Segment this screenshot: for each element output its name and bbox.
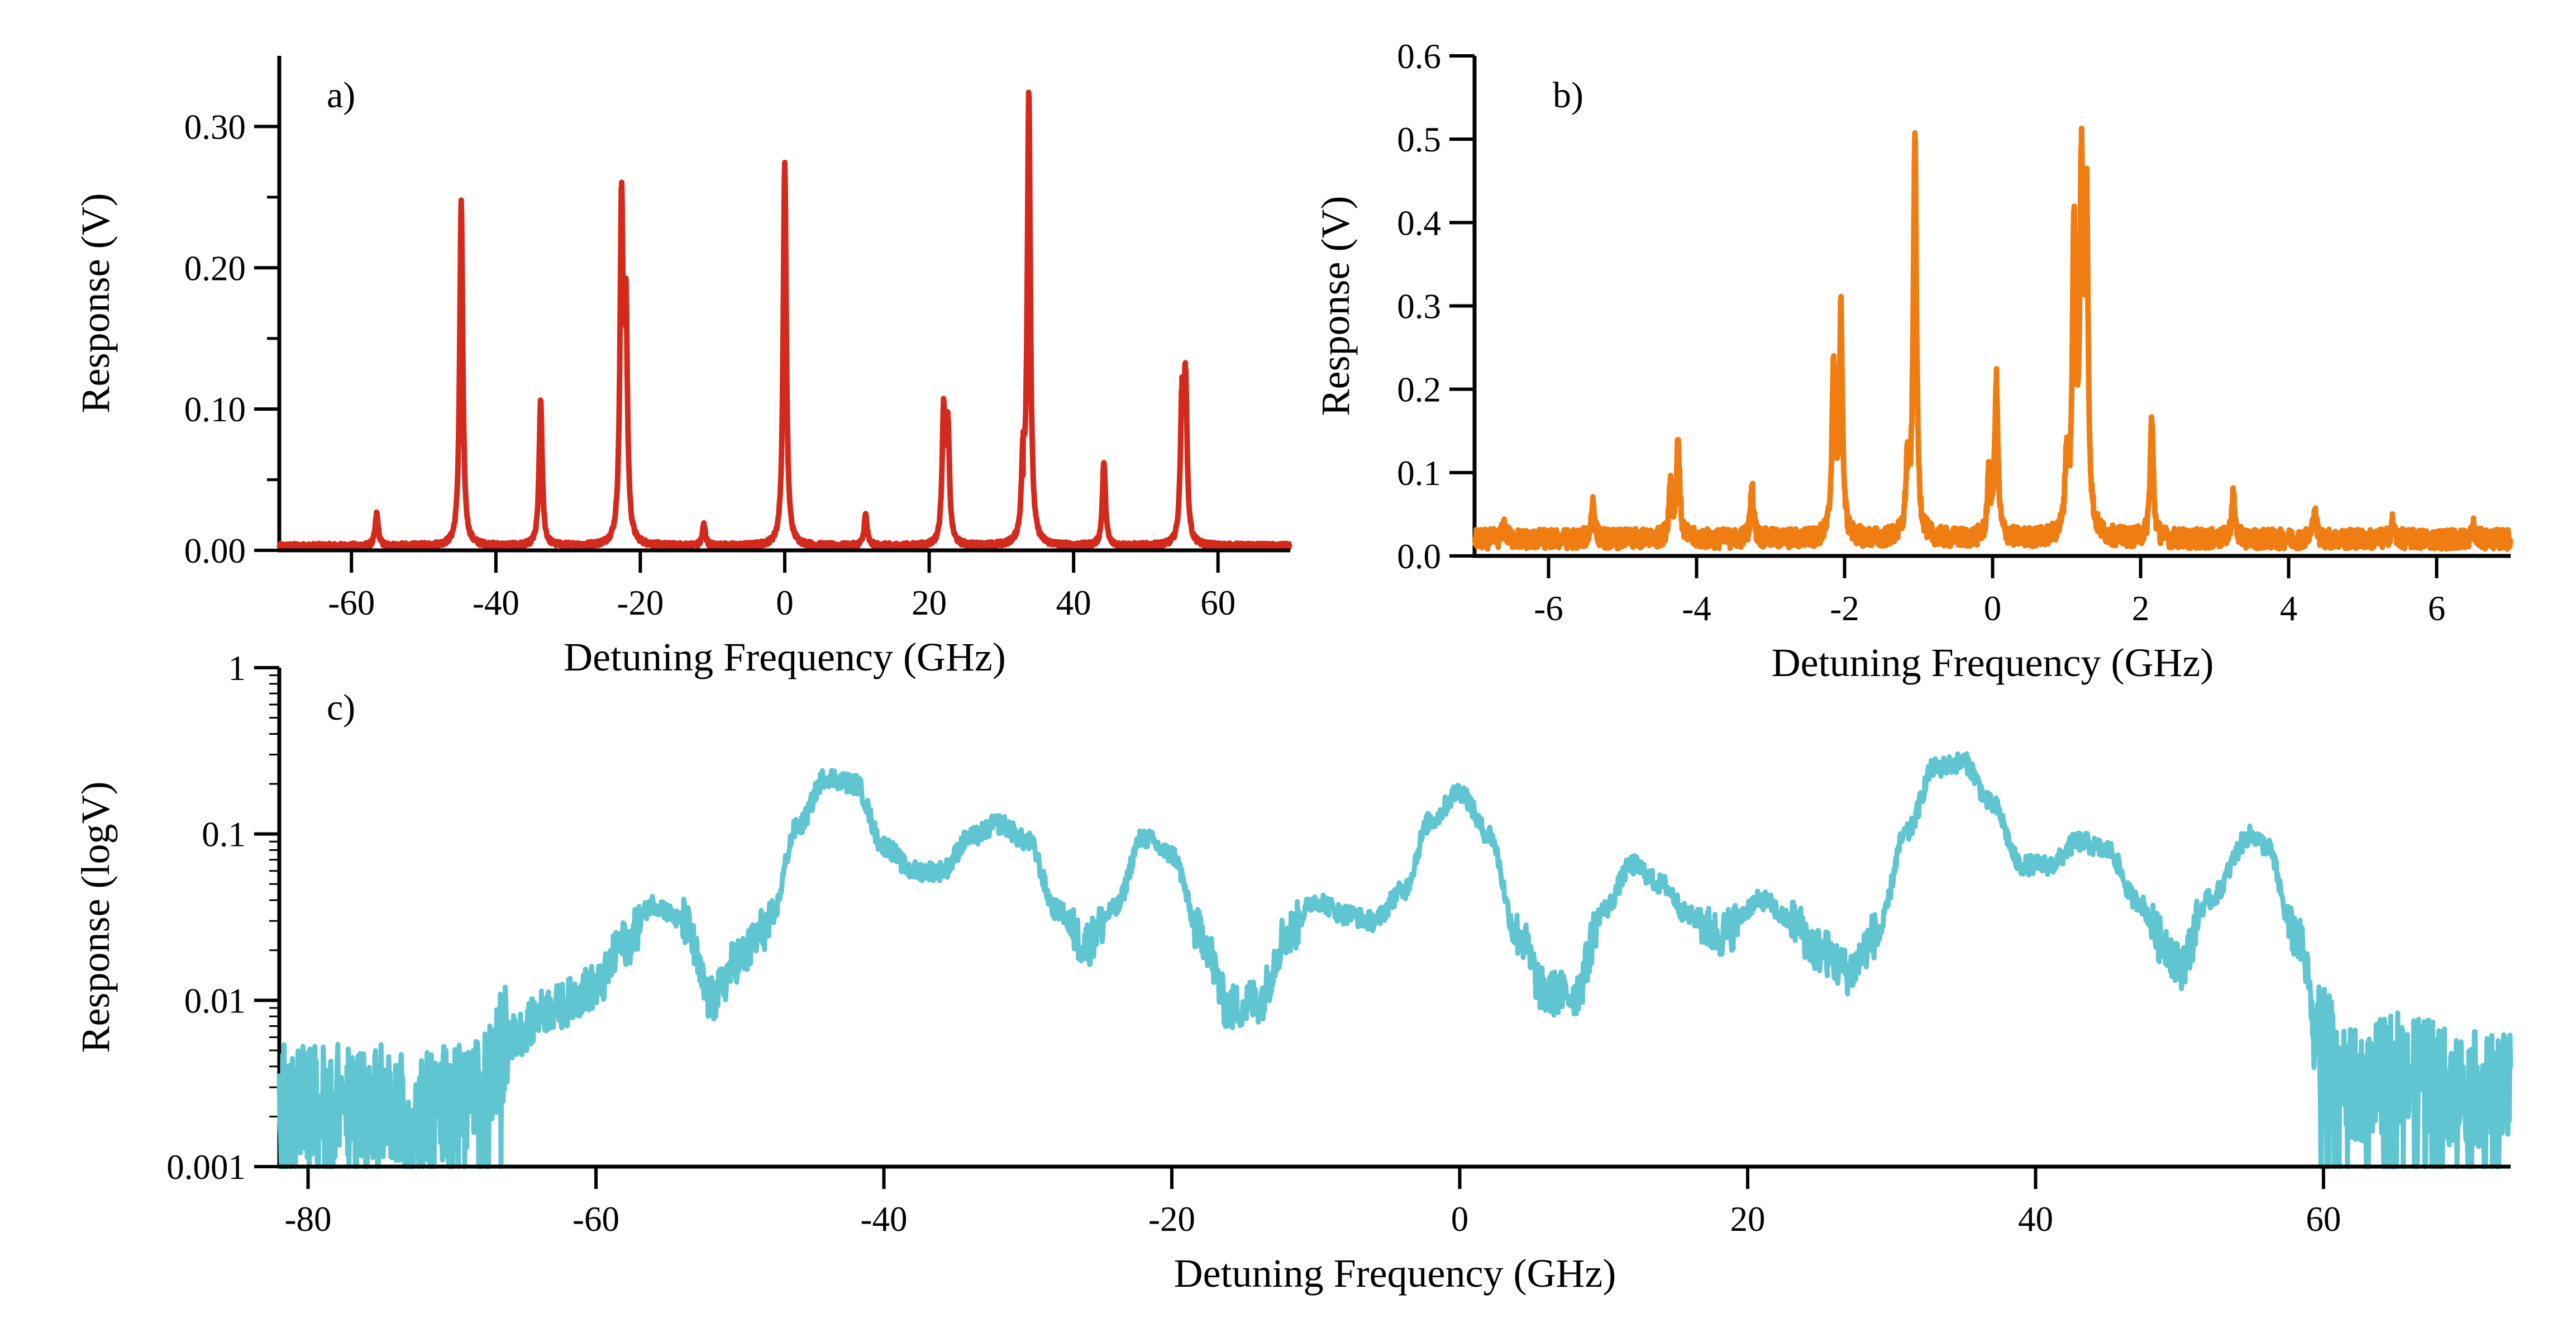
panel-label: b): [1553, 75, 1583, 116]
y-tick-label: 0.30: [184, 107, 246, 146]
y-tick-label: 0.0: [1397, 537, 1441, 576]
y-tick-label: 0.4: [1397, 203, 1441, 242]
y-axis-label: Response (V): [1313, 196, 1358, 416]
y-tick-label: 0.1: [1397, 454, 1441, 493]
data-series-line: [276, 751, 2513, 1169]
x-tick-label: 0: [1451, 1200, 1469, 1239]
x-tick-label: -80: [285, 1200, 332, 1239]
x-tick-label: 60: [1200, 583, 1235, 622]
y-tick-label: 0.01: [184, 981, 246, 1020]
x-tick-label: 20: [912, 583, 947, 622]
y-axis-label: Response (logV): [73, 782, 118, 1053]
x-tick-label: 6: [2428, 589, 2446, 628]
x-tick-label: -2: [1830, 589, 1859, 628]
x-tick-label: -6: [1534, 589, 1563, 628]
x-axis-label: Detuning Frequency (GHz): [1174, 1251, 1616, 1296]
x-tick-label: -60: [573, 1200, 619, 1239]
x-tick-label: 20: [1730, 1200, 1765, 1239]
y-tick-label: 0.1: [202, 815, 246, 854]
x-tick-label: 0: [776, 583, 794, 622]
x-tick-label: -20: [1148, 1200, 1195, 1239]
x-axis-label: Detuning Frequency (GHz): [564, 635, 1006, 679]
y-tick-label: 0.001: [166, 1148, 246, 1187]
x-tick-label: 4: [2280, 589, 2298, 628]
panel-c-log-response-plot: 0.001 0.01 0.1 1 -80 -60 -40 -20 0 20 40 60 Detuning…: [73, 649, 2513, 1296]
x-tick-label: -40: [473, 583, 519, 622]
y-tick-label: 0.20: [184, 249, 246, 288]
y-tick-label: 0.00: [184, 531, 246, 570]
data-series-line: [276, 89, 1293, 551]
data-series-line: [1472, 125, 2513, 552]
x-tick-label: 40: [2018, 1200, 2053, 1239]
y-tick-label: 0.5: [1397, 120, 1441, 159]
y-tick-label: 0.2: [1397, 370, 1441, 410]
panel-b-response-plot: 0.0 0.1 0.2 0.3 0.4 0.5 0.6 -6 -4 -2 0 2 4 6 Detuning …: [1313, 37, 2513, 685]
y-tick-label: 1: [228, 649, 246, 688]
y-tick-label: 0.6: [1397, 37, 1441, 76]
y-tick-label: 0.3: [1397, 287, 1441, 326]
x-tick-label: -60: [328, 583, 375, 622]
x-tick-label: -40: [861, 1200, 908, 1239]
x-tick-label: 40: [1056, 583, 1091, 622]
panel-label: a): [327, 75, 355, 116]
panel-label: c): [327, 687, 355, 728]
y-tick-label: 0.10: [184, 390, 246, 429]
y-axis-label: Response (V): [73, 193, 118, 413]
x-tick-label: -4: [1682, 589, 1711, 628]
x-axis-label: Detuning Frequency (GHz): [1772, 640, 2214, 685]
x-tick-label: 2: [2132, 589, 2150, 628]
x-tick-label: -20: [617, 583, 664, 622]
x-tick-label: 60: [2306, 1200, 2341, 1239]
x-tick-label: 0: [1984, 589, 2002, 628]
panel-a-response-plot: 0.00 0.10 0.20 0.30 -60 -40 -20 0 20 40 60 Detuning…: [73, 56, 1293, 679]
